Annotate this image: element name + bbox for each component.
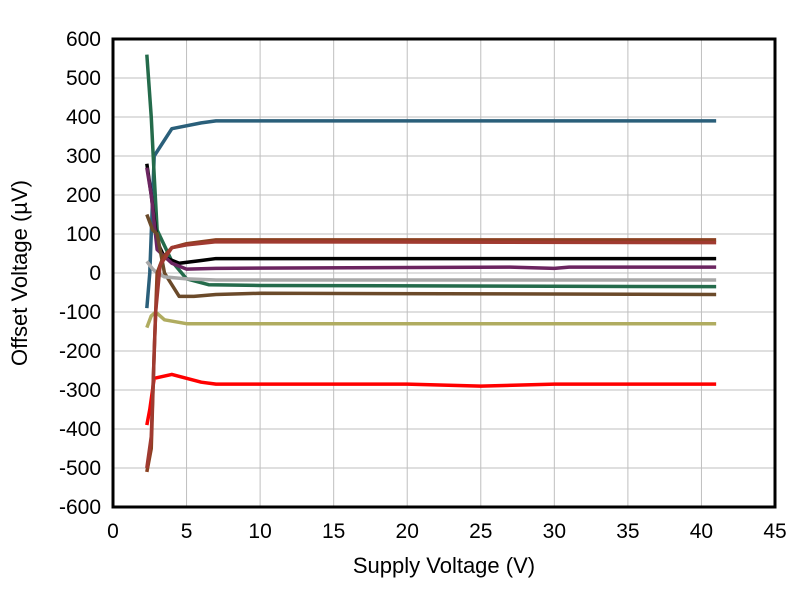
y-tick-label: -100	[59, 301, 101, 324]
x-tick-label: 45	[763, 520, 786, 543]
x-tick-label: 40	[690, 520, 713, 543]
y-tick-label: -200	[59, 340, 101, 363]
y-axis-label: Offset Voltage (µV)	[7, 180, 32, 366]
series-line-9	[145, 238, 717, 473]
y-tick-label: 500	[66, 67, 101, 90]
x-tick-label: 30	[543, 520, 566, 543]
series-line-7	[145, 310, 717, 329]
y-tick-label: 400	[66, 106, 101, 129]
series-line-1	[145, 119, 717, 309]
y-tick-label: 300	[66, 145, 101, 168]
series-line-3	[145, 163, 717, 265]
y-tick-label: -300	[59, 379, 101, 402]
x-tick-label: 15	[322, 520, 345, 543]
y-tick-label: 0	[89, 262, 101, 285]
x-tick-label: 35	[616, 520, 639, 543]
series-line-10	[145, 240, 717, 469]
series-line-5	[145, 213, 717, 299]
grid	[112, 38, 776, 508]
x-tick-label: 10	[248, 520, 271, 543]
series-line-8	[145, 372, 717, 426]
y-tick-label: -500	[59, 457, 101, 480]
x-axis-label: Supply Voltage (V)	[353, 553, 535, 578]
series-line-4	[145, 167, 717, 271]
y-tick-label: -600	[59, 496, 101, 519]
series-line-2	[145, 54, 717, 289]
y-tick-label: 200	[66, 184, 101, 207]
plot-frame	[111, 37, 777, 509]
series-group	[145, 54, 717, 473]
y-tick-label: -400	[59, 418, 101, 441]
x-tick-label: 25	[469, 520, 492, 543]
x-tick-label: 20	[396, 520, 419, 543]
tick-labels: 0 5 10 15 20 25 30 35 40 45 600 500 400 300 200 100 0 -10…	[59, 28, 787, 543]
x-tick-label: 0	[107, 520, 119, 543]
y-tick-label: 100	[66, 223, 101, 246]
y-tick-label: 600	[66, 28, 101, 51]
x-tick-label: 5	[181, 520, 193, 543]
series-line-6	[145, 260, 717, 282]
